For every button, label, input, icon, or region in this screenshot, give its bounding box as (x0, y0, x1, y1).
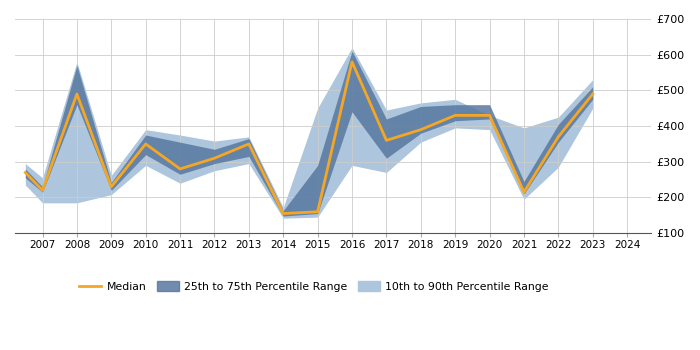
Legend: Median, 25th to 75th Percentile Range, 10th to 90th Percentile Range: Median, 25th to 75th Percentile Range, 1… (75, 277, 553, 296)
